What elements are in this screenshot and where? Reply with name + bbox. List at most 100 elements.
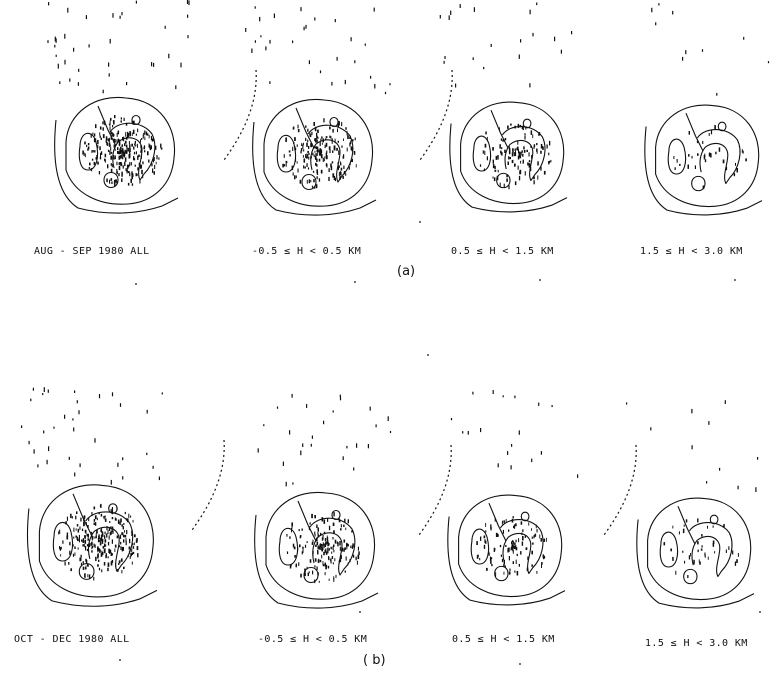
scatter-mark <box>387 416 389 421</box>
event-mark <box>349 142 351 147</box>
event-mark <box>124 151 126 156</box>
event-mark <box>529 166 532 172</box>
scatter-mark <box>672 10 674 15</box>
event-mark <box>325 551 328 555</box>
event-mark <box>319 547 321 550</box>
event-mark <box>520 551 522 555</box>
event-mark <box>493 177 496 182</box>
event-mark <box>712 540 715 544</box>
event-mark <box>352 543 354 548</box>
event-mark <box>109 179 111 184</box>
event-mark <box>503 571 505 575</box>
caldera-boundary <box>263 98 374 207</box>
event-mark <box>131 548 133 552</box>
scatter-mark <box>511 444 513 447</box>
event-mark <box>337 140 339 143</box>
event-mark <box>509 568 511 571</box>
event-mark <box>521 532 523 536</box>
event-mark <box>108 535 110 540</box>
scatter-mark <box>706 481 708 484</box>
event-mark <box>511 544 513 548</box>
event-mark <box>710 130 713 135</box>
scatter-mark <box>685 50 687 55</box>
event-mark <box>294 146 296 151</box>
event-mark <box>508 156 510 160</box>
event-mark <box>286 534 288 537</box>
fault-line <box>685 112 704 152</box>
event-mark <box>107 541 110 546</box>
event-mark <box>345 527 347 531</box>
scatter-mark <box>158 476 160 481</box>
event-mark <box>333 544 335 547</box>
event-mark <box>319 544 321 549</box>
event-mark <box>317 136 319 139</box>
scatter-mark <box>626 402 628 405</box>
event-mark <box>676 159 678 163</box>
event-mark <box>536 143 538 146</box>
scatter-mark <box>354 60 356 64</box>
event-mark <box>513 152 515 157</box>
event-mark <box>134 143 136 146</box>
event-mark <box>321 547 323 552</box>
event-mark <box>125 538 127 542</box>
event-mark <box>289 565 292 569</box>
event-mark <box>130 553 132 557</box>
event-mark <box>125 150 127 154</box>
event-mark <box>88 574 91 579</box>
event-mark <box>326 163 328 168</box>
event-mark <box>101 539 104 544</box>
event-mark <box>543 170 546 175</box>
event-mark <box>341 145 343 148</box>
event-mark <box>126 147 128 152</box>
event-mark <box>332 173 335 178</box>
event-mark <box>129 153 131 158</box>
event-mark <box>120 518 122 523</box>
event-mark <box>285 160 288 164</box>
event-mark <box>476 555 479 559</box>
event-mark <box>128 141 130 145</box>
scatter-mark <box>85 15 87 20</box>
event-mark <box>132 546 135 549</box>
event-mark <box>316 149 319 152</box>
stray-dot <box>519 663 521 665</box>
event-mark <box>111 507 113 512</box>
event-mark <box>109 532 111 536</box>
event-mark <box>121 547 123 552</box>
event-mark <box>94 515 97 520</box>
event-mark <box>316 169 318 174</box>
event-mark <box>496 175 499 181</box>
event-mark <box>82 544 84 547</box>
event-mark <box>99 126 102 130</box>
scatter-mark <box>459 4 461 8</box>
fault-line <box>490 109 509 149</box>
scatter-mark <box>72 418 74 421</box>
event-mark <box>670 548 672 552</box>
event-mark <box>292 543 295 548</box>
event-mark <box>127 518 129 523</box>
event-mark <box>90 168 93 172</box>
event-mark <box>86 533 89 537</box>
scatter-mark <box>245 28 247 32</box>
event-mark <box>291 526 293 529</box>
event-mark <box>131 552 134 555</box>
event-mark <box>117 147 119 151</box>
scatter-mark <box>78 410 80 415</box>
event-mark <box>104 539 107 543</box>
event-mark <box>353 151 356 155</box>
event-mark <box>289 154 291 157</box>
event-mark <box>323 118 325 123</box>
event-mark <box>119 521 121 526</box>
event-mark <box>144 130 146 135</box>
scatter-mark <box>269 81 271 84</box>
event-mark <box>100 552 103 557</box>
event-mark <box>322 542 324 546</box>
event-mark <box>328 556 330 559</box>
event-mark <box>484 150 486 155</box>
event-mark <box>325 152 327 157</box>
event-mark <box>309 522 311 525</box>
scatter-mark <box>389 83 391 86</box>
scatter-mark <box>691 445 693 450</box>
event-mark <box>321 154 323 159</box>
map-panel-a2 <box>245 6 453 216</box>
event-mark <box>308 156 310 160</box>
